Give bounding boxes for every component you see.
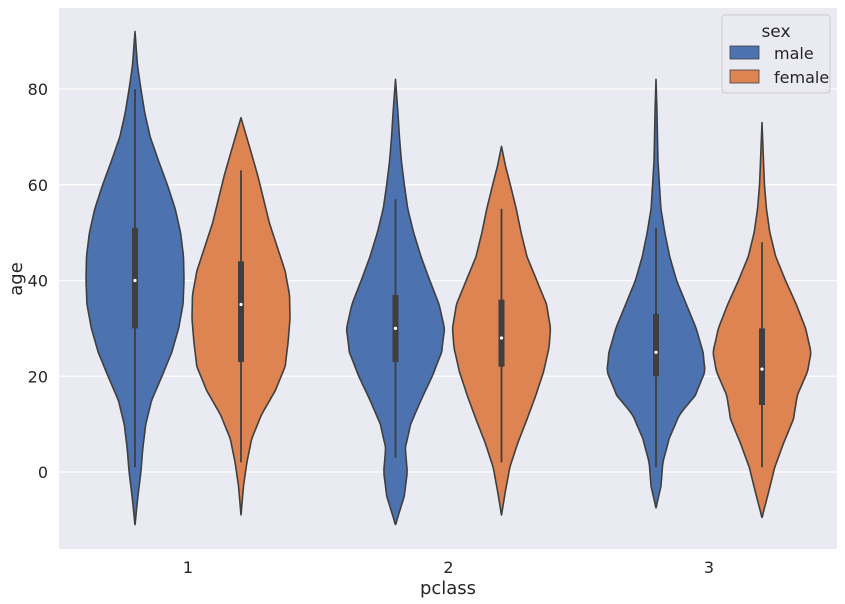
x-axis-label: pclass: [420, 578, 476, 599]
median-dot: [239, 302, 243, 307]
y-axis-label: age: [6, 262, 27, 296]
violin-male-class-3: [606, 78, 706, 509]
median-dot: [393, 326, 398, 330]
violin-male-class-2: [345, 78, 446, 526]
y-tick-80: 80: [28, 80, 48, 99]
violin-male-class-1: [85, 30, 185, 526]
median-dot: [654, 350, 658, 354]
plot-background: [59, 8, 837, 549]
x-tick-1: 1: [183, 558, 193, 577]
y-tick-60: 60: [28, 176, 48, 195]
legend-title: sex: [761, 22, 790, 42]
legend-swatch-female: [729, 69, 760, 84]
x-tick-labels: 1 2 3: [183, 558, 714, 577]
y-tick-0: 0: [38, 463, 48, 482]
median-dot: [133, 278, 137, 283]
violin-female-class-2: [451, 145, 552, 516]
violin-female-class-3: [712, 121, 812, 519]
y-tick-20: 20: [28, 367, 48, 386]
median-dot: [760, 367, 764, 371]
legend-label-male: male: [774, 44, 814, 63]
legend-swatch-male: [729, 45, 760, 60]
median-dot: [499, 336, 504, 340]
violin-female-class-1: [191, 116, 291, 516]
legend: sex male female: [721, 14, 831, 94]
legend-label-female: female: [774, 68, 829, 87]
iqr-box: [653, 314, 659, 377]
y-tick-40: 40: [28, 272, 48, 291]
iqr-box: [238, 261, 244, 362]
x-tick-2: 2: [443, 558, 453, 577]
iqr-box: [498, 299, 505, 367]
gridlines: [59, 88, 837, 473]
x-tick-3: 3: [704, 558, 714, 577]
iqr-box: [132, 227, 138, 329]
iqr-box: [759, 328, 765, 405]
violins: [85, 30, 812, 526]
y-tick-labels: 0 20 40 60 80: [28, 80, 48, 482]
